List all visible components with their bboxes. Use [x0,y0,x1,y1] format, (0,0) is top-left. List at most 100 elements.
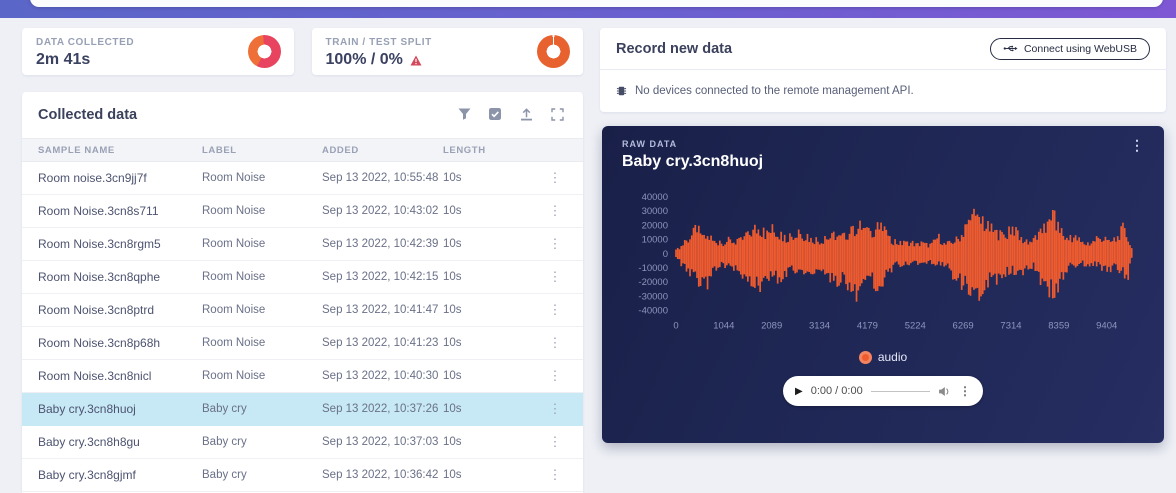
cell-label: Room Noise [202,337,266,349]
legend-audio-label: audio [877,350,908,364]
column-header-added: ADDED [322,144,359,156]
cell-length: 10s [443,403,462,415]
axis-tick-label: 8359 [1048,321,1069,332]
audio-player[interactable]: ▶ 0:00 / 0:00 ⋮ [783,376,983,406]
table-row[interactable]: Room Noise.3cn8nicl Room Noise Sep 13 20… [22,360,583,393]
player-menu-icon[interactable]: ⋮ [959,384,971,398]
cell-sample-name: Room Noise.3cn8s711 [38,204,159,218]
cell-sample-name: Baby cry.3cn8gjmf [38,468,136,482]
cell-label: Baby cry [202,469,247,481]
cell-label: Room Noise [202,238,266,250]
cell-label: Room Noise [202,172,266,184]
axis-tick-label: 2089 [761,321,782,332]
axis-tick-label: 40000 [642,192,668,203]
waveform-svg: 40000 30000 20000 10000 0 -10000 -20000 -30000 -… [638,192,1133,332]
warning-icon[interactable] [410,55,422,66]
raw-data-card: RAW DATA Baby cry.3cn8huoj ⋮ 40000 30000 2… [602,126,1164,443]
stat-value: 100% / 0% [326,51,570,69]
axis-tick-label: 0 [673,321,678,332]
cell-added: Sep 13 2022, 10:37:03 [322,436,439,448]
cell-added: Sep 13 2022, 10:36:42 [322,469,439,481]
row-menu-icon[interactable]: ⋮ [548,170,562,185]
waveform-chart: 40000 30000 20000 10000 0 -10000 -20000 -30000 -… [622,187,1144,350]
cell-added: Sep 13 2022, 10:37:26 [322,403,439,415]
axis-tick-label: 1044 [713,321,734,332]
table-row[interactable]: Room Noise.3cn8rgm5 Room Noise Sep 13 20… [22,228,583,261]
collected-data-title: Collected data [38,107,138,123]
column-header-label: LABEL [202,144,237,156]
axis-tick-label: 7314 [1000,321,1021,332]
legend-audio-marker [858,350,872,364]
collected-data-card: Collected data SAMP [22,92,583,493]
cell-label: Baby cry [202,403,247,415]
record-new-data-card: Record new data Connect us [600,28,1166,112]
table-row[interactable]: Room Noise.3cn8s711 Room Noise Sep 13 20… [22,195,583,228]
upload-icon[interactable] [520,108,534,122]
expand-icon[interactable] [551,108,565,122]
row-menu-icon[interactable]: ⋮ [548,368,562,383]
row-menu-icon[interactable]: ⋮ [548,203,562,218]
axis-tick-label: 6269 [953,321,974,332]
table-row[interactable]: Baby cry.3cn8h8gu Baby cry Sep 13 2022, … [22,426,583,459]
cell-label: Room Noise [202,271,266,283]
cell-sample-name: Room Noise.3cn8p68h [38,336,161,350]
cell-sample-name: Room Noise.3cn8rgm5 [38,237,161,251]
cell-length: 10s [443,238,462,250]
no-devices-message: No devices connected to the remote manag… [635,84,914,97]
usb-icon [1003,44,1018,53]
player-seek-bar[interactable] [870,390,930,392]
cell-length: 10s [443,337,462,349]
filter-icon[interactable] [458,108,472,122]
axis-tick-label: 20000 [642,220,668,231]
axis-tick-label: -30000 [638,291,668,302]
table-row[interactable]: Room noise.3cn9jj7f Room Noise Sep 13 20… [22,162,583,195]
train-test-split-donut-chart [537,35,570,68]
cell-length: 10s [443,436,462,448]
stat-label: DATA COLLECTED [36,37,135,48]
table-row[interactable]: Baby cry.3cn8gjmf Baby cry Sep 13 2022, … [22,459,583,492]
row-menu-icon[interactable]: ⋮ [548,236,562,251]
select-checkbox-icon[interactable] [489,108,503,122]
column-header-sample-name: SAMPLE NAME [38,144,115,156]
row-menu-icon[interactable]: ⋮ [548,434,562,449]
row-menu-icon[interactable]: ⋮ [548,335,562,350]
waveform-series [675,208,1133,302]
stat-card-train-test-split: TRAIN / TEST SPLIT 100% / 0% [311,28,583,75]
table-row[interactable]: Room Noise.3cn8ptrd Room Noise Sep 13 20… [22,294,583,327]
row-menu-icon[interactable]: ⋮ [548,401,562,416]
data-collected-donut-chart [247,35,281,68]
cell-sample-name: Baby cry.3cn8h8gu [38,435,140,449]
row-menu-icon[interactable]: ⋮ [548,269,562,284]
cell-added: Sep 13 2022, 10:41:23 [322,337,439,349]
stat-label: TRAIN / TEST SPLIT [325,37,432,48]
cell-length: 10s [443,205,462,217]
record-new-data-title: Record new data [616,40,733,57]
table-row[interactable]: Baby cry.3cn8huoj Baby cry Sep 13 2022, … [22,393,583,426]
chart-legend[interactable]: audio [622,350,1144,364]
cell-added: Sep 13 2022, 10:43:02 [322,205,439,217]
raw-data-eyebrow: RAW DATA [622,139,678,149]
stat-value: 2m 41s [36,51,91,68]
volume-icon[interactable] [938,386,951,397]
cell-label: Room Noise [202,370,266,382]
table-row[interactable]: Room Noise.3cn8p68h Room Noise Sep 13 20… [22,327,583,360]
axis-tick-label: 0 [663,249,668,260]
play-button[interactable]: ▶ [795,385,803,397]
axis-tick-label: 10000 [642,235,668,246]
raw-data-sample-title: Baby cry.3cn8huoj [622,153,764,170]
cell-added: Sep 13 2022, 10:41:47 [322,304,439,316]
table-body: Room noise.3cn9jj7f Room Noise Sep 13 20… [22,162,583,492]
row-menu-icon[interactable]: ⋮ [548,302,562,317]
axis-tick-label: 4179 [857,321,878,332]
table-header: SAMPLE NAME LABEL ADDED LENGTH [22,138,583,162]
cell-sample-name: Room Noise.3cn8ptrd [38,303,155,317]
cell-added: Sep 13 2022, 10:42:15 [322,271,439,283]
connect-webusb-button[interactable]: Connect using WebUSB [989,37,1150,60]
row-menu-icon[interactable]: ⋮ [548,467,562,482]
table-row[interactable]: Room Noise.3cn8qphe Room Noise Sep 13 20… [22,261,583,294]
cell-label: Room Noise [202,304,266,316]
raw-data-menu-icon[interactable]: ⋮ [1130,137,1144,153]
stat-card-data-collected: DATA COLLECTED 2m 41s [22,28,294,75]
connect-webusb-label: Connect using WebUSB [1023,42,1137,55]
